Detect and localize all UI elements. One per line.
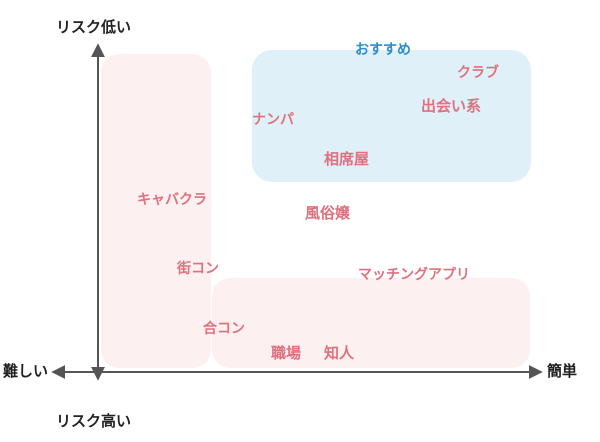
axis-label-easy: 簡単 [547,362,578,380]
item-chijin: 知人 [324,344,355,362]
zone-title-recommended: おすすめ [355,42,411,58]
zone-recommended [252,50,531,182]
item-club: クラブ [457,65,499,81]
item-goukon: 合コン [203,321,245,337]
axis-label-high-risk: リスク高い [56,412,132,430]
axis-label-difficult: 難しい [3,362,49,380]
item-shokuba: 職場 [271,344,302,362]
item-machikon: 街コン [177,261,219,277]
axis-label-low-risk: リスク低い [56,18,132,36]
item-kyabakura: キャバクラ [137,192,207,208]
item-deai: 出会い系 [421,97,482,115]
item-fuzokujo: 風俗嬢 [305,204,351,222]
zone-left-pink [101,54,211,368]
zone-bottom-pink [212,278,530,368]
item-matching-app: マッチングアプリ [358,267,470,283]
item-nanpa: ナンパ [252,112,294,128]
item-aisekiya: 相席屋 [324,150,370,168]
